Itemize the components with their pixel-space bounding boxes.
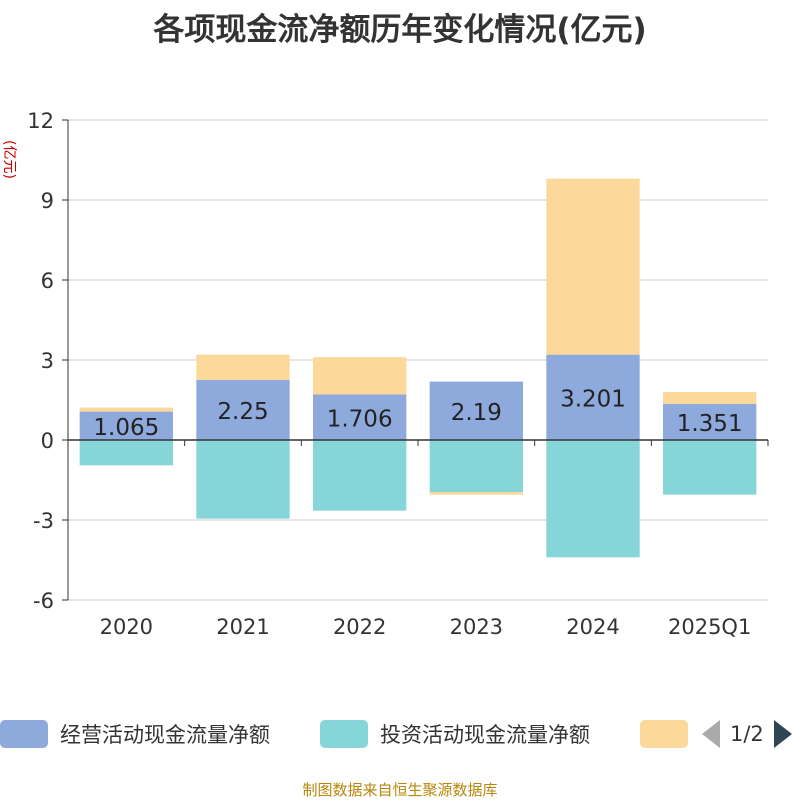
legend-swatch-operating [0, 720, 48, 748]
bar-segment-2023-series-3 [429, 492, 523, 495]
bar-segment-2022-series-3 [313, 357, 407, 395]
bar-segment-2022-series-1 [313, 394, 407, 440]
y-tick-label: 9 [41, 189, 54, 213]
bar-segment-2020-series-3 [79, 407, 173, 412]
y-tick-label: 0 [41, 429, 54, 453]
bar-segment-2022-series-2 [313, 440, 407, 511]
y-tick-label: -6 [33, 589, 54, 613]
bar-segment-2025Q1-series-3 [663, 391, 757, 404]
legend: 经营活动现金流量净额 投资活动现金流量净额 1/2 [0, 716, 800, 752]
x-tick-label: 2022 [333, 615, 386, 639]
data-label-2023: 2.19 [451, 400, 502, 426]
x-tick-label: 2023 [450, 615, 503, 639]
chart-title: 各项现金流净额历年变化情况(亿元) [153, 12, 647, 48]
data-label-2020: 1.065 [93, 415, 159, 441]
bar-segment-2025Q1-series-2 [663, 440, 757, 495]
chart-plot: 12 9 6 3 0 -3 -6 2020 2021 2022 2023 2024 2025Q1 1.0… [27, 109, 769, 639]
x-tick-label: 2021 [216, 615, 269, 639]
y-tick-label: -3 [33, 509, 54, 533]
legend-next-page-icon[interactable] [773, 720, 792, 748]
gridlines [68, 119, 768, 601]
bar-segment-2024-series-1 [546, 354, 640, 440]
bar-segment-2025Q1-series-1 [663, 403, 757, 440]
data-label-2021: 2.25 [217, 399, 268, 425]
data-label-2024: 3.201 [560, 386, 626, 412]
legend-swatch-financing [640, 720, 688, 748]
bar-segment-2020-series-1 [79, 411, 173, 440]
bar-segment-2021-series-3 [196, 354, 290, 380]
x-tick-label: 2025Q1 [668, 615, 751, 639]
legend-label-operating: 经营活动现金流量净额 [60, 723, 270, 747]
axes: 12 9 6 3 0 -3 -6 2020 2021 2022 2023 2024 2025Q1 [27, 109, 769, 639]
legend-item-financing[interactable] [640, 716, 700, 752]
bar-segment-2023-series-1 [429, 381, 523, 440]
legend-prev-page-icon[interactable] [702, 720, 720, 748]
legend-pager: 1/2 [702, 716, 792, 752]
bar-segment-2020-series-2 [79, 440, 173, 466]
y-tick-label: 3 [41, 349, 54, 373]
bar-segment-2023-series-2 [429, 440, 523, 492]
bar-segment-2021-series-1 [196, 380, 290, 440]
bar-segment-2021-series-2 [196, 440, 290, 519]
data-labels: 1.065 2.25 1.706 2.19 3.201 1.351 [93, 386, 742, 440]
data-label-2025Q1: 1.351 [677, 411, 743, 437]
legend-page-indicator: 1/2 [730, 722, 764, 746]
legend-item-investing[interactable]: 投资活动现金流量净额 [320, 716, 590, 752]
y-tick-label: 6 [41, 269, 54, 293]
legend-swatch-investing [320, 720, 368, 748]
data-label-2022: 1.706 [327, 406, 393, 432]
legend-item-operating[interactable]: 经营活动现金流量净额 [0, 716, 270, 752]
bar-segment-2024-series-3 [546, 178, 640, 355]
source-note: 制图数据来自恒生聚源数据库 [302, 781, 498, 799]
bars [79, 178, 757, 558]
legend-label-investing: 投资活动现金流量净额 [380, 723, 590, 747]
x-tick-label: 2024 [566, 615, 619, 639]
x-tick-label: 2020 [100, 615, 153, 639]
bar-segment-2024-series-2 [546, 440, 640, 558]
y-tick-label: 12 [27, 109, 54, 133]
